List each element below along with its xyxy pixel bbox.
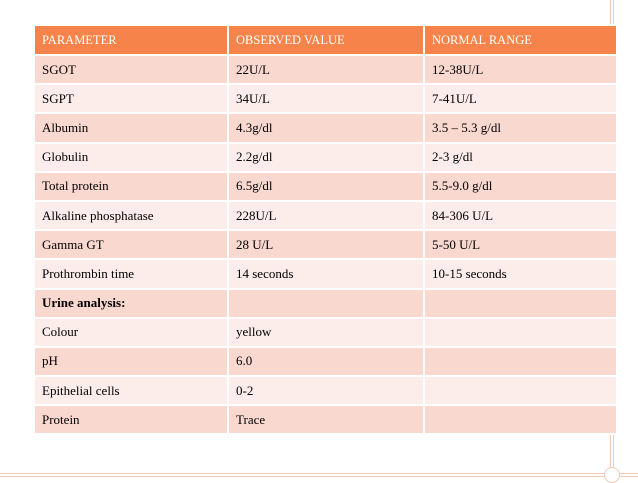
- header-normal-range: NORMAL RANGE: [423, 24, 618, 56]
- slide-frame-horizontal-line: [0, 473, 638, 477]
- table-row: SGOT 22U/L 12-38U/L: [33, 53, 618, 86]
- cell-observed: [227, 287, 425, 319]
- cell-normal: 5.5-9.0 g/dl: [423, 170, 618, 202]
- cell-parameter: SGOT: [33, 53, 229, 86]
- cell-normal: 7-41U/L: [423, 83, 618, 115]
- cell-normal: [423, 287, 618, 319]
- table-row: Alkaline phosphatase 228U/L 84-306 U/L: [33, 199, 618, 232]
- slide-frame-corner-circle: [604, 467, 620, 483]
- cell-normal: 5-50 U/L: [423, 229, 618, 261]
- cell-parameter: Globulin: [33, 141, 229, 173]
- cell-parameter: SGPT: [33, 83, 229, 115]
- cell-normal: 84-306 U/L: [423, 199, 618, 232]
- cell-parameter: Prothrombin time: [33, 258, 229, 290]
- cell-parameter: Protein: [33, 404, 229, 436]
- cell-normal: 3.5 – 5.3 g/dl: [423, 112, 618, 144]
- cell-parameter: Alkaline phosphatase: [33, 199, 229, 232]
- table-row-section-heading: Urine analysis:: [33, 287, 618, 319]
- cell-observed: 4.3g/dl: [227, 112, 425, 144]
- table-row: Gamma GT 28 U/L 5-50 U/L: [33, 229, 618, 261]
- cell-parameter: Gamma GT: [33, 229, 229, 261]
- cell-observed: 22U/L: [227, 53, 425, 86]
- table-row: Globulin 2.2g/dl 2-3 g/dl: [33, 141, 618, 173]
- table-row: Colour yellow: [33, 316, 618, 348]
- cell-parameter: Colour: [33, 316, 229, 348]
- cell-normal: 10-15 seconds: [423, 258, 618, 290]
- cell-observed: 28 U/L: [227, 229, 425, 261]
- cell-observed: 2.2g/dl: [227, 141, 425, 173]
- cell-observed: 34U/L: [227, 83, 425, 115]
- table-row: Prothrombin time 14 seconds 10-15 second…: [33, 258, 618, 290]
- cell-observed: 6.5g/dl: [227, 170, 425, 202]
- table-row: Protein Trace: [33, 404, 618, 436]
- header-observed-value: OBSERVED VALUE: [227, 24, 425, 56]
- cell-parameter: Albumin: [33, 112, 229, 144]
- table-row: pH 6.0: [33, 345, 618, 378]
- cell-parameter: pH: [33, 345, 229, 378]
- cell-section-heading: Urine analysis:: [33, 287, 229, 319]
- cell-observed: 14 seconds: [227, 258, 425, 290]
- table-row: Albumin 4.3g/dl 3.5 – 5.3 g/dl: [33, 112, 618, 144]
- cell-observed: 228U/L: [227, 199, 425, 232]
- cell-normal: [423, 404, 618, 436]
- cell-normal: 12-38U/L: [423, 53, 618, 86]
- lab-results-table: PARAMETER OBSERVED VALUE NORMAL RANGE SG…: [33, 24, 618, 436]
- table-row: SGPT 34U/L 7-41U/L: [33, 83, 618, 115]
- cell-observed: yellow: [227, 316, 425, 348]
- cell-parameter: Total protein: [33, 170, 229, 202]
- cell-observed: 6.0: [227, 345, 425, 378]
- cell-normal: [423, 375, 618, 407]
- table-header-row: PARAMETER OBSERVED VALUE NORMAL RANGE: [33, 24, 618, 56]
- cell-normal: 2-3 g/dl: [423, 141, 618, 173]
- table-row: Epithelial cells 0-2: [33, 375, 618, 407]
- header-parameter: PARAMETER: [33, 24, 229, 56]
- cell-observed: 0-2: [227, 375, 425, 407]
- cell-parameter: Epithelial cells: [33, 375, 229, 407]
- cell-observed: Trace: [227, 404, 425, 436]
- cell-normal: [423, 316, 618, 348]
- cell-normal: [423, 345, 618, 378]
- table-row: Total protein 6.5g/dl 5.5-9.0 g/dl: [33, 170, 618, 202]
